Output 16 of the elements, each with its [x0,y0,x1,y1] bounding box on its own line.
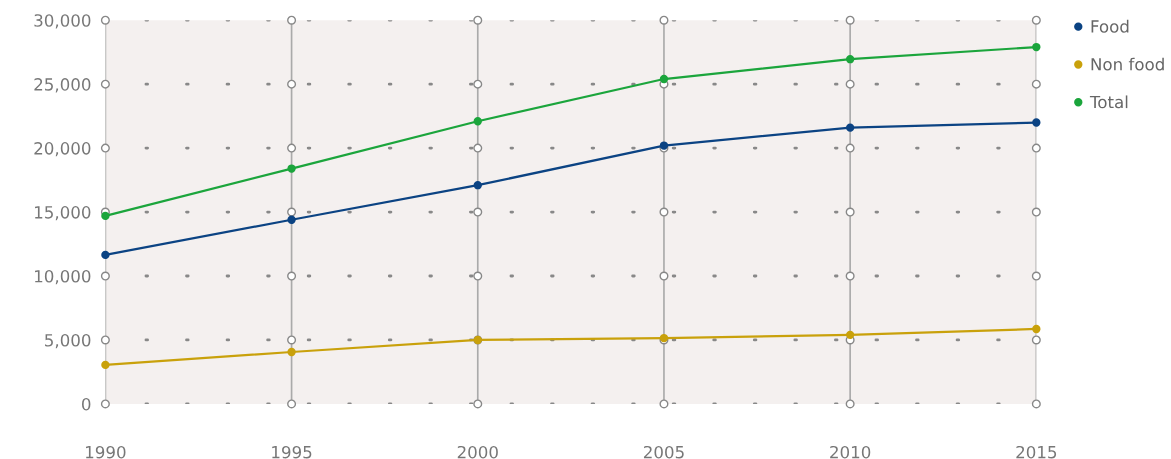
y-tick-label: 15,000 [35,206,91,221]
x-tick-label: 2005 [643,445,684,459]
y-tick-label: 10,000 [35,269,91,285]
x-tick-label: 2015 [1016,445,1057,459]
y-tick-label: 0 [82,397,91,411]
x-tick-label: 2000 [457,445,498,459]
x-tick-label: 2010 [830,445,871,459]
legend-label: Food [1091,19,1129,33]
x-tick-label: 1990 [86,445,126,459]
y-tick-label: 20,000 [34,142,91,157]
y-tick-label: 5,000 [45,333,91,349]
legend-label: Total [1089,95,1128,109]
y-tick-label: 30,000 [34,14,91,29]
y-tick-label: 25,000 [34,78,91,93]
legend-label: Non food [1091,57,1164,71]
x-tick-label: 1995 [272,445,312,459]
